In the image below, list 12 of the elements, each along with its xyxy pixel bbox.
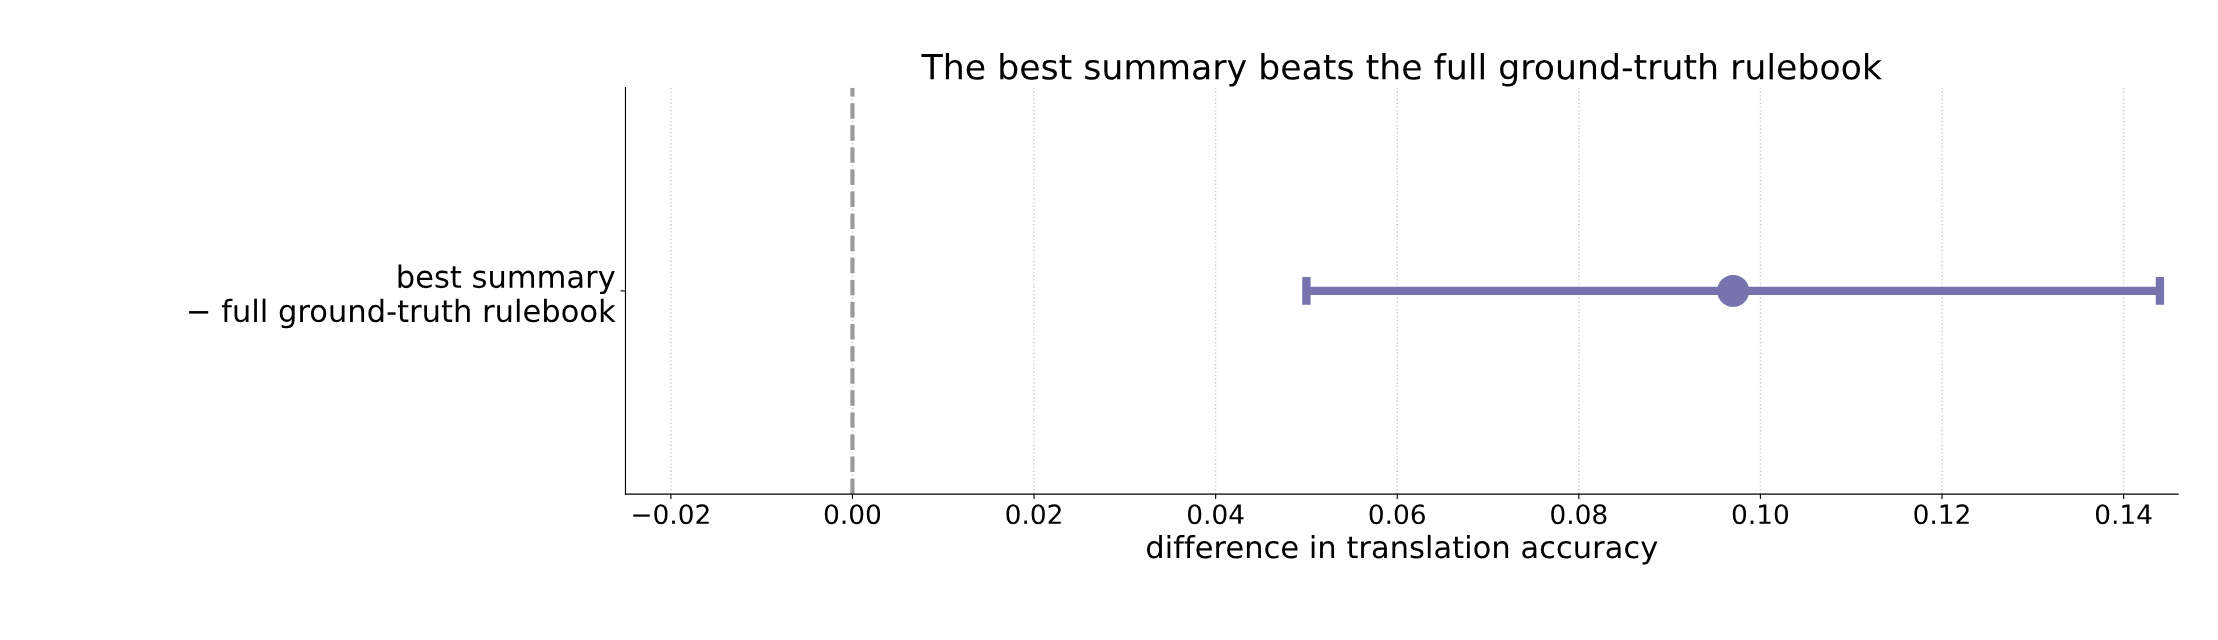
x-tick-label: 0.08: [1551, 504, 1607, 525]
x-tick-label: 0.00: [824, 504, 881, 525]
x-axis-title: difference in translation accuracy: [1146, 534, 1658, 565]
chart-title: The best summary beats the full ground-truth rulebook: [921, 52, 1882, 87]
x-tick-label: 0.02: [1006, 504, 1061, 525]
x-tick-label: 0.06: [1369, 504, 1425, 525]
x-tick-label: 0.10: [1732, 504, 1789, 525]
x-tick-label: −0.02: [633, 504, 709, 525]
x-tick-label: 0.04: [1188, 504, 1244, 525]
y-tick-label: best summary − full ground-truth rulebook: [189, 264, 616, 329]
x-tick-label: 0.14: [2095, 504, 2152, 525]
x-tick-label: 0.12: [1914, 504, 1969, 525]
